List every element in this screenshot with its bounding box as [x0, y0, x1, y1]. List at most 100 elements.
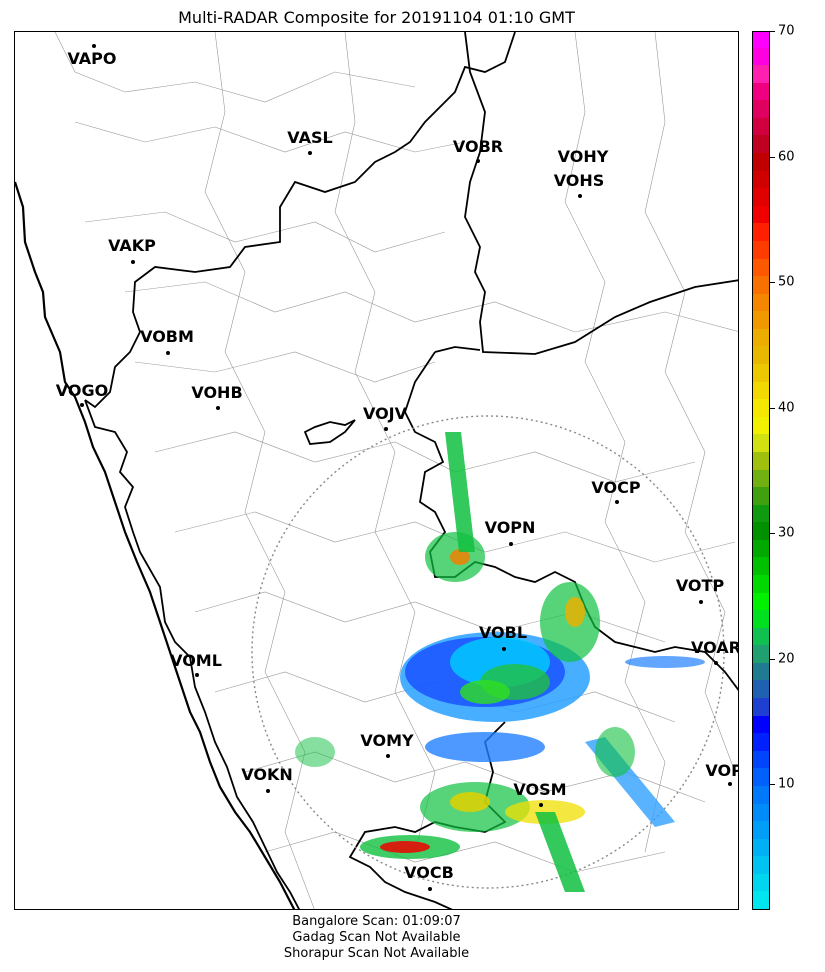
- colorbar-segment: [753, 855, 769, 874]
- colorbar-tick-label: 50: [778, 274, 795, 290]
- colorbar-segment: [753, 345, 769, 365]
- station-dot-VOHS: [578, 194, 582, 198]
- colorbar-segment: [753, 890, 769, 909]
- station-dot-VOBR: [476, 159, 480, 163]
- colorbar-tick-label: 70: [778, 23, 795, 39]
- colorbar-segment: [753, 32, 769, 48]
- colorbar-segment: [753, 750, 769, 769]
- colorbar-segment: [753, 820, 769, 839]
- colorbar-segment: [753, 99, 769, 118]
- colorbar-segment: [753, 486, 769, 505]
- colorbar-segment: [753, 398, 769, 417]
- state-boundaries: [84, 32, 738, 909]
- plot-title: Multi-RADAR Composite for 20191104 01:10…: [178, 8, 575, 27]
- station-label-VOBL[interactable]: VOBL: [478, 623, 528, 642]
- station-dot-VOAR: [714, 661, 718, 665]
- colorbar-segment: [753, 363, 769, 382]
- colorbar-segment: [753, 82, 769, 101]
- colorbar-segment: [753, 504, 769, 523]
- colorbar-tick-label: 20: [778, 651, 795, 667]
- colorbar-tick: [770, 658, 775, 660]
- station-label-VOPN[interactable]: VOPN: [484, 518, 536, 537]
- colorbar-tick: [770, 282, 775, 284]
- colorbar-segment: [753, 170, 769, 189]
- station-dot-VASL: [308, 151, 312, 155]
- district-boundaries: [54, 32, 738, 909]
- station-label-VOMY[interactable]: VOMY: [360, 731, 414, 750]
- colorbar-tick: [770, 31, 775, 32]
- footer-line-3: Shorapur Scan Not Available: [283, 946, 470, 961]
- station-label-VOKN[interactable]: VOKN: [241, 765, 293, 784]
- map-canvas: [15, 32, 738, 909]
- station-label-VAKP[interactable]: VAKP: [108, 236, 156, 255]
- station-dot-VOPC: [728, 782, 732, 786]
- station-dot-VOGO: [80, 403, 84, 407]
- station-label-VOSM[interactable]: VOSM: [513, 780, 567, 799]
- colorbar-tick-label: 30: [778, 525, 795, 541]
- colorbar-segment: [753, 222, 769, 241]
- station-dot-VOMY: [386, 754, 390, 758]
- station-label-VOJV[interactable]: VOJV: [362, 404, 408, 423]
- colorbar-segment: [753, 275, 769, 294]
- colorbar-segment: [753, 293, 769, 312]
- colorbar: [752, 31, 770, 910]
- colorbar-segment: [753, 117, 769, 136]
- station-label-VOBM[interactable]: VOBM: [140, 327, 194, 346]
- colorbar-segment: [753, 205, 769, 224]
- station-label-VOHS[interactable]: VOHS: [553, 171, 605, 190]
- colorbar-segment: [753, 257, 769, 277]
- colorbar-segment: [753, 152, 769, 171]
- radar-map[interactable]: VAPO VASL VOBR VOHY VOHS VAKP VOBM VOGO …: [14, 31, 739, 910]
- colorbar-segment: [753, 679, 769, 699]
- colorbar-segment: [753, 134, 769, 154]
- colorbar-segment: [753, 328, 769, 347]
- station-label-VOAR[interactable]: VOAR: [691, 638, 739, 657]
- colorbar-segment: [753, 539, 769, 558]
- station-dot-VOPN: [509, 542, 513, 546]
- station-label-VOPC[interactable]: VOPC: [705, 761, 738, 780]
- station-dot-VOKN: [266, 789, 270, 793]
- station-dot-VOML: [195, 673, 199, 677]
- colorbar-segment: [753, 381, 769, 400]
- station-label-VOBR[interactable]: VOBR: [452, 137, 504, 156]
- colorbar-segment: [753, 574, 769, 593]
- colorbar-segment: [753, 433, 769, 452]
- colorbar-tick: [770, 407, 775, 409]
- station-dot-VOSM: [539, 803, 543, 807]
- colorbar-segment: [753, 64, 769, 83]
- colorbar-segment: [753, 873, 769, 892]
- colorbar-segment: [753, 591, 769, 611]
- colorbar-tick: [770, 784, 775, 786]
- colorbar-segment: [753, 521, 769, 540]
- colorbar-segment: [753, 240, 769, 259]
- station-label-VOHB[interactable]: VOHB: [191, 383, 243, 402]
- station-label-VOGO[interactable]: VOGO: [55, 381, 109, 400]
- station-dot-VAPO: [92, 44, 96, 48]
- colorbar-segment: [753, 451, 769, 470]
- colorbar-segment: [753, 416, 769, 435]
- station-label-VAPO[interactable]: VAPO: [67, 49, 117, 68]
- colorbar-segment: [753, 556, 769, 575]
- station-label-VOTP[interactable]: VOTP: [675, 576, 725, 595]
- station-label-VOCP[interactable]: VOCP: [591, 478, 641, 497]
- station-label-VOHY[interactable]: VOHY: [557, 147, 609, 166]
- coastline: [15, 181, 296, 909]
- colorbar-tick-label: 40: [778, 400, 795, 416]
- colorbar-segment: [753, 802, 769, 822]
- footer-line-2: Gadag Scan Not Available: [292, 930, 461, 945]
- colorbar-tick-label: 10: [778, 776, 795, 792]
- colorbar-segment: [753, 662, 769, 681]
- colorbar-segment: [753, 838, 769, 857]
- station-label-VASL[interactable]: VASL: [287, 128, 333, 147]
- station-dot-VOJV: [384, 427, 388, 431]
- colorbar-segment: [753, 767, 769, 786]
- station-dot-VOBL: [502, 647, 506, 651]
- station-dot-VOCP: [615, 500, 619, 504]
- station-label-VOCB[interactable]: VOCB: [404, 863, 454, 882]
- colorbar-tick-label: 60: [778, 149, 795, 165]
- radar-echoes: [295, 432, 705, 892]
- station-dot-VOHB: [216, 406, 220, 410]
- colorbar-segment: [753, 715, 769, 734]
- station-label-VOML[interactable]: VOML: [170, 651, 222, 670]
- colorbar-segment: [753, 609, 769, 628]
